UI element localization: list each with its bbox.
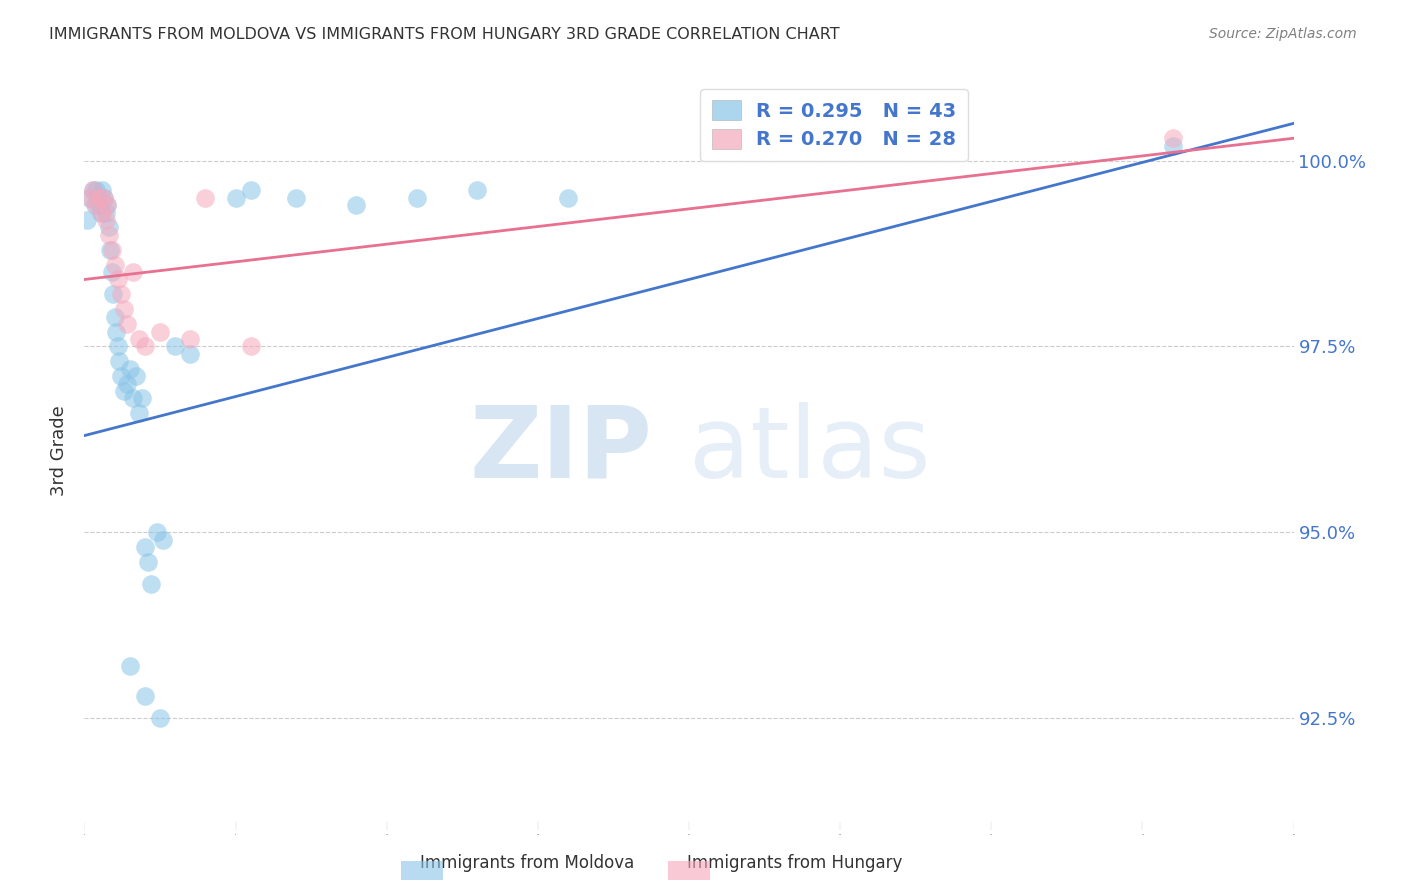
Point [100,243,122,257]
Point [86,198,108,212]
Point [91,205,114,219]
Point [121,392,143,406]
Point [121,265,143,279]
Point [118,659,141,673]
Point [128,332,150,346]
Point [107,339,129,353]
Point [1161,138,1184,153]
Point [90,205,112,219]
Point [86,183,108,197]
Text: atlas: atlas [689,402,931,499]
Point [179,347,201,361]
Point [97,227,120,242]
Point [285,191,308,205]
Point [225,191,247,205]
Point [149,325,172,339]
Text: ZIP: ZIP [470,402,652,499]
Point [76,213,98,227]
Point [467,183,489,197]
Point [110,287,132,301]
Point [134,689,156,703]
Point [98,243,121,257]
Point [146,525,169,540]
Point [131,392,153,406]
Point [104,310,127,324]
Text: Immigrants from Hungary: Immigrants from Hungary [686,855,903,872]
Point [84,198,107,212]
Point [118,361,141,376]
Point [557,191,579,205]
Point [239,339,262,353]
Point [108,354,131,368]
Point [82,183,104,197]
Point [93,191,115,205]
Point [152,533,174,547]
Point [93,191,115,205]
Point [79,191,101,205]
Point [107,272,129,286]
Y-axis label: 3rd Grade: 3rd Grade [51,405,69,496]
Point [110,369,132,384]
Point [406,191,429,205]
Point [165,339,187,353]
Point [105,325,128,339]
Point [346,198,368,212]
Point [149,711,172,725]
Point [115,317,138,331]
Point [139,577,162,591]
Text: Immigrants from Moldova: Immigrants from Moldova [420,855,634,872]
Point [112,302,135,317]
Point [125,369,148,384]
Point [100,265,122,279]
Legend: R = 0.295   N = 43, R = 0.270   N = 28: R = 0.295 N = 43, R = 0.270 N = 28 [700,88,969,161]
Point [96,198,118,212]
Point [96,198,118,212]
Point [94,213,117,227]
Point [128,406,150,420]
Point [82,183,104,197]
Point [239,183,262,197]
Point [104,258,127,272]
Point [79,191,101,205]
Text: Source: ZipAtlas.com: Source: ZipAtlas.com [1209,27,1357,41]
Point [134,540,156,554]
Point [97,220,120,235]
Point [89,198,111,212]
Point [101,287,124,301]
Point [91,183,114,197]
Point [94,205,117,219]
Point [1161,131,1184,145]
Point [179,332,201,346]
Point [134,339,156,353]
Point [136,555,159,569]
Point [87,191,110,205]
Point [89,191,111,205]
Text: IMMIGRANTS FROM MOLDOVA VS IMMIGRANTS FROM HUNGARY 3RD GRADE CORRELATION CHART: IMMIGRANTS FROM MOLDOVA VS IMMIGRANTS FR… [49,27,839,42]
Point [115,376,138,391]
Point [194,191,217,205]
Point [112,384,135,398]
